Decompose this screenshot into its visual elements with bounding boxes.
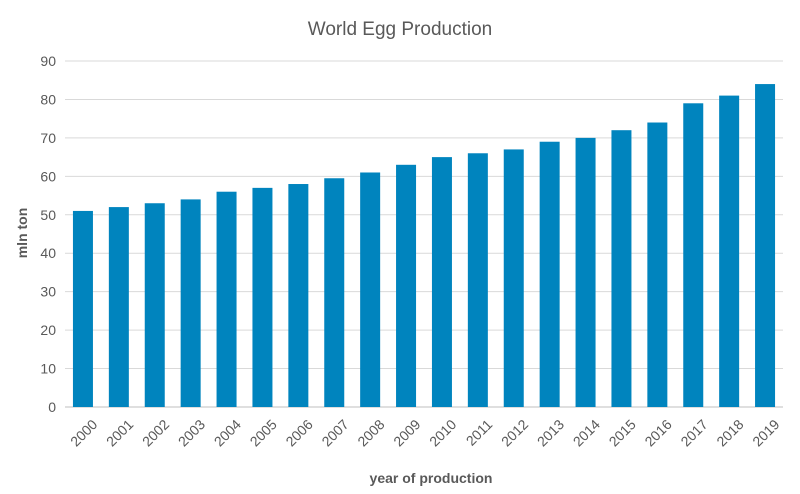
x-tick-label: 2010 — [426, 416, 459, 449]
x-axis-ticks: 2000 2001 2002 2003 2004 2005 2006 2007 2008 2009… — [67, 416, 783, 449]
bar-2010 — [431, 157, 452, 407]
y-tick-label: 30 — [40, 284, 56, 300]
x-tick-label: 2016 — [641, 416, 674, 449]
x-tick-label: 2006 — [282, 416, 315, 449]
chart-title: World Egg Production — [308, 19, 492, 40]
x-tick-label: 2012 — [498, 416, 531, 449]
bar-2005 — [252, 187, 273, 407]
y-axis-ticks: 0 10 20 30 40 50 60 70 80 90 — [40, 53, 56, 415]
bar-2013 — [539, 141, 560, 407]
bar-2000 — [72, 210, 93, 407]
bar-2006 — [288, 184, 309, 407]
x-tick-label: 2014 — [570, 416, 603, 449]
bar-2009 — [396, 164, 417, 407]
x-tick-label: 2015 — [606, 416, 639, 449]
y-tick-label: 20 — [40, 322, 56, 338]
bar-2011 — [467, 153, 488, 407]
bar-2018 — [719, 95, 740, 407]
bar-2007 — [324, 178, 345, 407]
y-tick-label: 80 — [40, 91, 56, 107]
y-tick-label: 60 — [40, 168, 56, 184]
bar-2016 — [647, 122, 668, 407]
x-axis-title: year of production — [370, 470, 493, 486]
y-tick-label: 90 — [40, 53, 56, 69]
bar-2008 — [360, 172, 381, 407]
x-tick-label: 2011 — [463, 416, 496, 449]
y-tick-label: 70 — [40, 130, 56, 146]
x-tick-label: 2019 — [749, 416, 782, 449]
x-tick-label: 2007 — [318, 416, 351, 449]
y-tick-label: 10 — [40, 361, 56, 377]
gridlines — [65, 60, 783, 408]
bar-2003 — [180, 199, 201, 407]
x-tick-label: 2004 — [211, 416, 244, 449]
bar-2002 — [144, 203, 165, 407]
x-tick-label: 2008 — [354, 416, 387, 449]
x-tick-label: 2018 — [713, 416, 746, 449]
bar-2001 — [108, 207, 129, 407]
y-tick-label: 50 — [40, 207, 56, 223]
x-tick-label: 2000 — [67, 416, 100, 449]
y-axis-title: mln ton — [14, 208, 30, 259]
x-tick-label: 2017 — [677, 416, 710, 449]
x-tick-label: 2009 — [390, 416, 423, 449]
y-tick-label: 0 — [48, 399, 56, 415]
bar-2004 — [216, 191, 237, 407]
bar-2015 — [611, 130, 632, 407]
y-tick-label: 40 — [40, 245, 56, 261]
x-tick-label: 2001 — [103, 416, 136, 449]
bar-2014 — [575, 137, 596, 407]
bar-2017 — [683, 103, 704, 408]
x-tick-label: 2002 — [139, 416, 172, 449]
x-tick-label: 2013 — [534, 416, 567, 449]
bar-2019 — [755, 84, 776, 408]
bars — [72, 84, 776, 408]
bar-2012 — [503, 149, 524, 407]
x-tick-label: 2003 — [175, 416, 208, 449]
x-tick-label: 2005 — [247, 416, 280, 449]
